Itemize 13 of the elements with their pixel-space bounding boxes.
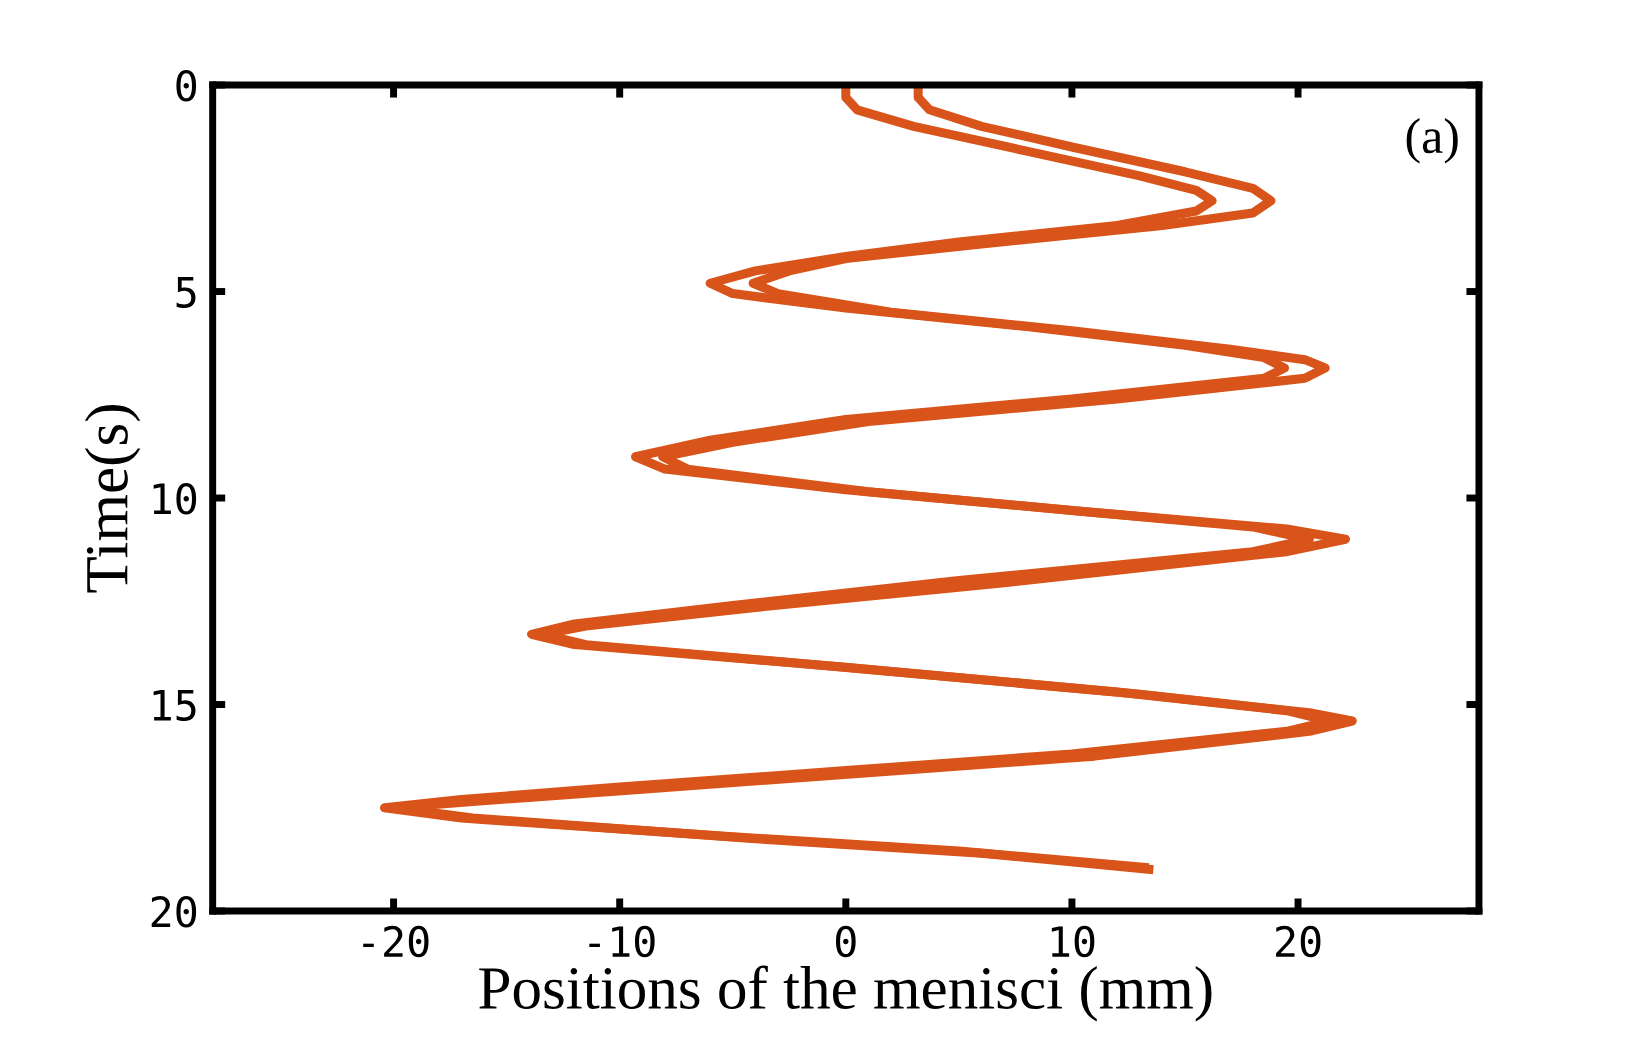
x-tick-label: -20 [363,925,429,958]
annotation: (a) [1406,118,1458,164]
y-tick-label: 5 [176,277,196,309]
y-tick-label: 0 [176,70,197,102]
x-tick-label: 10 [1051,925,1095,958]
x-tick-label: 0 [835,925,856,958]
y-axis-title: Time(s) [84,405,141,593]
y-tick-label: 20 [151,896,197,928]
y-tick-label: 15 [153,690,196,722]
x-tick-label: -10 [589,925,655,958]
x-tick-label: 20 [1276,925,1321,958]
x-axis-title: Positions of the menisci (mm) [479,965,1212,1022]
y-tick-label: 10 [153,483,197,515]
